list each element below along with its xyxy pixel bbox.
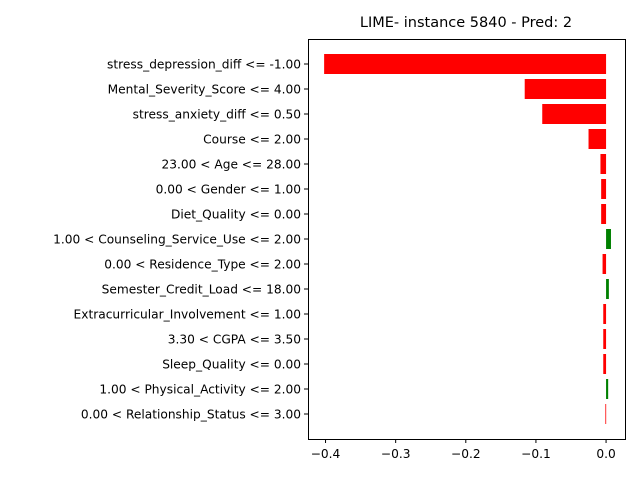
bar-14 — [605, 404, 607, 424]
x-tick-label: 0.0 — [596, 447, 615, 461]
chart-title: LIME- instance 5840 - Pred: 2 — [360, 15, 572, 31]
y-tick-label: 0.00 < Gender <= 1.00 — [156, 183, 301, 197]
bar-7 — [606, 229, 611, 249]
bar-8 — [602, 254, 607, 274]
y-tick-label: 0.00 < Relationship_Status <= 3.00 — [81, 408, 301, 422]
bar-6 — [601, 204, 607, 224]
y-tick-label: Sleep_Quality <= 0.00 — [162, 358, 301, 372]
y-tick-label: 0.00 < Residence_Type <= 2.00 — [104, 258, 301, 272]
bar-9 — [606, 279, 609, 299]
y-tick-label: stress_depression_diff <= -1.00 — [107, 58, 301, 72]
y-tick-label: stress_anxiety_diff <= 0.50 — [133, 108, 301, 122]
bars-group — [324, 54, 611, 424]
y-tick-label: 3.30 < CGPA <= 3.50 — [168, 333, 301, 347]
x-tick-label: −0.1 — [521, 447, 551, 461]
y-tick-label: Diet_Quality <= 0.00 — [171, 208, 301, 222]
y-tick-label: 23.00 < Age <= 28.00 — [162, 158, 301, 172]
plot-frame — [308, 39, 626, 440]
bar-4 — [600, 154, 607, 174]
y-tick-label: Mental_Severity_Score <= 4.00 — [108, 83, 301, 97]
bar-11 — [603, 329, 607, 349]
y-tick-label: Course <= 2.00 — [203, 133, 301, 147]
x-tick-label: −0.2 — [451, 447, 481, 461]
y-tick-label: Semester_Credit_Load <= 18.00 — [102, 283, 301, 297]
y-tick-label: 1.00 < Physical_Activity <= 2.00 — [99, 383, 301, 397]
bar-3 — [588, 129, 607, 149]
x-tick-label: −0.4 — [311, 447, 341, 461]
y-tick-labels: stress_depression_diff <= -1.00 Mental_Se… — [53, 58, 308, 422]
bar-12 — [603, 354, 607, 374]
bar-1 — [524, 79, 607, 99]
bar-2 — [542, 104, 607, 124]
bar-0 — [324, 54, 607, 74]
bar-10 — [603, 304, 607, 324]
y-tick-label: Extracurricular_Involvement <= 1.00 — [74, 308, 301, 322]
x-ticks: −0.4 −0.3 −0.2 −0.1 0.0 — [311, 439, 616, 461]
bar-5 — [601, 179, 607, 199]
y-tick-label: 1.00 < Counseling_Service_Use <= 2.00 — [53, 233, 301, 247]
bar-13 — [606, 379, 609, 399]
x-tick-label: −0.3 — [381, 447, 411, 461]
